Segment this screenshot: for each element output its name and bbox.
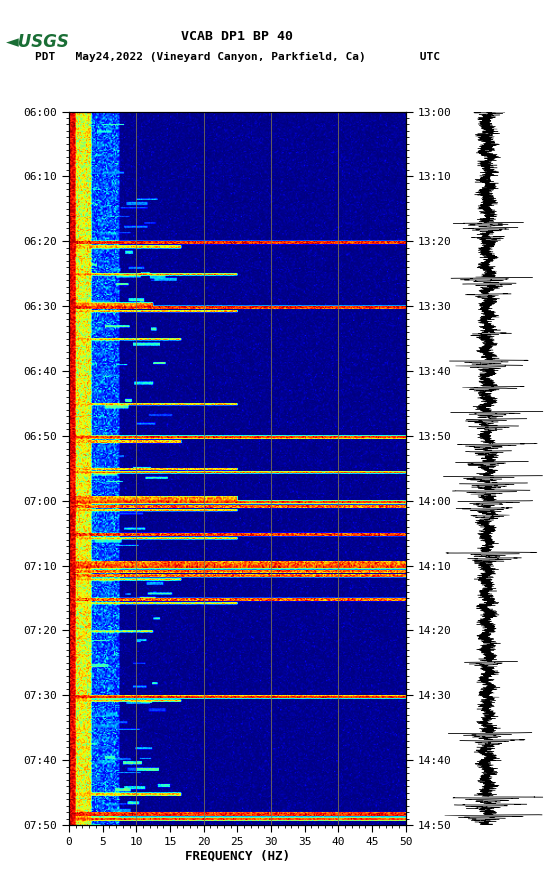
X-axis label: FREQUENCY (HZ): FREQUENCY (HZ) [185,850,290,863]
Text: VCAB DP1 BP 40: VCAB DP1 BP 40 [182,29,293,43]
Text: PDT   May24,2022 (Vineyard Canyon, Parkfield, Ca)        UTC: PDT May24,2022 (Vineyard Canyon, Parkfie… [35,53,440,62]
Text: ◄USGS: ◄USGS [6,33,70,52]
